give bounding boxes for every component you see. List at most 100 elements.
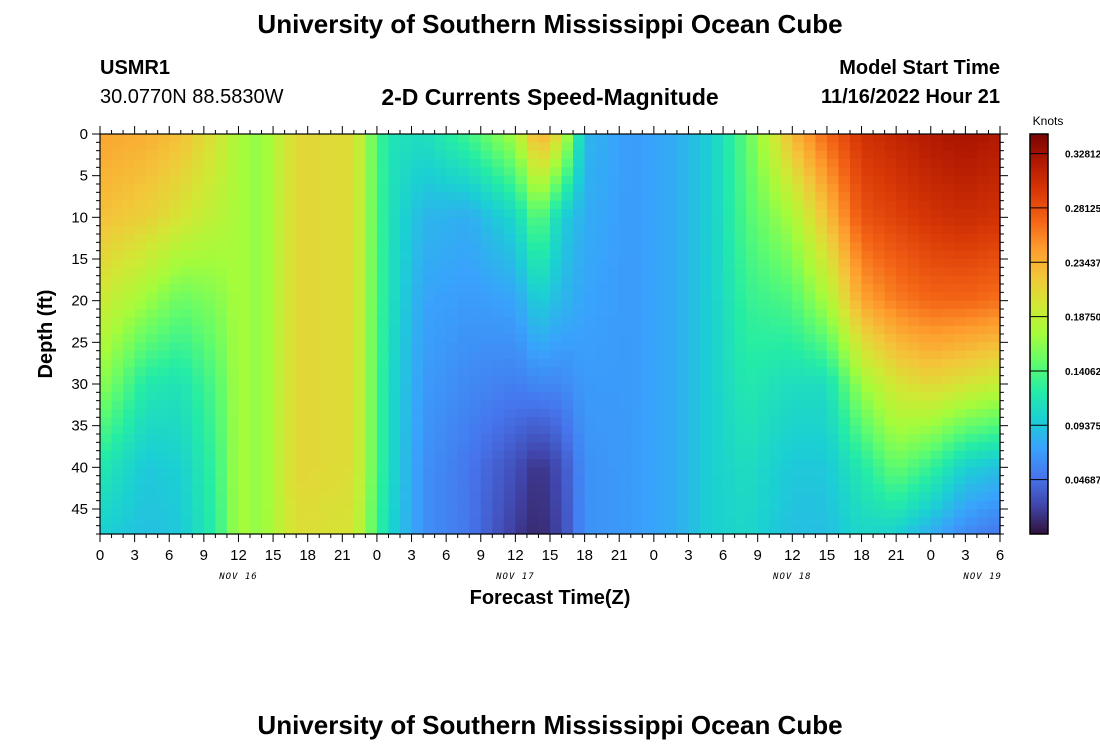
heatmap-cell [284, 367, 297, 377]
heatmap-cell [538, 459, 551, 468]
heatmap-cell [873, 209, 886, 218]
heatmap-cell [423, 450, 436, 460]
heatmap-cell [780, 334, 793, 343]
heatmap-cell [850, 284, 863, 293]
heatmap-cell [746, 417, 759, 427]
heatmap-cell [550, 242, 563, 252]
heatmap-cell [330, 259, 343, 268]
heatmap-cell [250, 192, 263, 202]
heatmap-cell [180, 400, 193, 410]
heatmap-cell [111, 159, 124, 168]
heatmap-cell [584, 167, 597, 177]
heatmap-cell [653, 192, 666, 202]
heatmap-cell [965, 492, 978, 502]
heatmap-cell [515, 467, 528, 477]
heatmap-cell [411, 175, 424, 185]
heatmap-cell [873, 517, 886, 527]
heatmap-cell [157, 500, 170, 510]
heatmap-cell [584, 492, 597, 502]
heatmap-cell [953, 175, 966, 185]
heatmap-cell [619, 317, 632, 327]
heatmap-cell [573, 284, 586, 293]
heatmap-cell [400, 309, 413, 318]
heatmap-cell [815, 359, 828, 368]
heatmap-cell [180, 142, 193, 152]
heatmap-cell [250, 325, 263, 335]
heatmap-cell [826, 209, 840, 218]
heatmap-cell [273, 242, 286, 252]
heatmap-cell [642, 459, 655, 468]
heatmap-cell [642, 159, 655, 168]
heatmap-cell [942, 242, 955, 252]
heatmap-cell [711, 450, 724, 460]
heatmap-cell [734, 250, 747, 260]
heatmap-cell [503, 175, 516, 185]
heatmap-cell [400, 242, 413, 252]
heatmap-cell [319, 384, 332, 393]
heatmap-cell [815, 492, 828, 502]
heatmap-cell [746, 409, 759, 418]
heatmap-cell [226, 175, 240, 185]
heatmap-cell [423, 242, 436, 252]
heatmap-cell [607, 484, 620, 493]
heatmap-cell [596, 375, 609, 385]
heatmap-cell [469, 475, 482, 485]
heatmap-cell [688, 267, 701, 277]
heatmap-cell [976, 267, 990, 277]
heatmap-cell [596, 292, 609, 302]
heatmap-cell [250, 409, 263, 418]
heatmap-cell [584, 134, 597, 143]
heatmap-cell [169, 525, 182, 535]
heatmap-cell [388, 134, 401, 143]
heatmap-cell [746, 200, 759, 210]
heatmap-cell [226, 275, 240, 285]
heatmap-cell [319, 225, 332, 235]
heatmap-cell [561, 342, 574, 352]
heatmap-cell [296, 484, 309, 493]
heatmap-cell [215, 300, 228, 310]
heatmap-cell [803, 509, 816, 518]
heatmap-cell [723, 525, 736, 535]
heatmap-cell [353, 392, 366, 402]
heatmap-cell [400, 525, 413, 535]
heatmap-cell [192, 142, 205, 152]
heatmap-cell [388, 184, 401, 193]
heatmap-cell [342, 334, 355, 343]
x-tick-label: 15 [819, 547, 836, 564]
heatmap-cell [630, 442, 643, 452]
heatmap-cell [688, 167, 701, 177]
heatmap-cell [480, 525, 493, 535]
heatmap-cell [526, 359, 540, 368]
heatmap-cell [734, 409, 747, 418]
heatmap-cell [307, 500, 320, 510]
heatmap-cell [273, 192, 286, 202]
heatmap-cell [353, 250, 366, 260]
heatmap-cell [411, 275, 424, 285]
heatmap-cell [792, 275, 805, 285]
heatmap-cell [676, 175, 690, 185]
heatmap-cell [457, 234, 470, 243]
heatmap-cell [665, 392, 678, 402]
heatmap-cell [203, 392, 216, 402]
heatmap-cell [919, 392, 932, 402]
heatmap-cell [226, 442, 240, 452]
heatmap-cell [653, 484, 666, 493]
heatmap-cell [884, 509, 897, 518]
heatmap-cell [123, 384, 136, 393]
heatmap-cell [342, 459, 355, 468]
heatmap-cell [711, 334, 724, 343]
heatmap-cell [526, 200, 540, 210]
heatmap-cell [261, 250, 274, 260]
heatmap-cell [376, 517, 390, 527]
heatmap-cell [815, 142, 828, 152]
heatmap-cell [330, 300, 343, 310]
heatmap-cell [665, 509, 678, 518]
heatmap-cell [896, 267, 909, 277]
heatmap-cell [526, 300, 540, 310]
heatmap-cell [400, 334, 413, 343]
heatmap-cell [226, 200, 240, 210]
heatmap-cell [930, 234, 943, 243]
heatmap-cell [607, 359, 620, 368]
page-title-repeat: University of Southern Mississippi Ocean… [257, 710, 843, 740]
heatmap-cell [215, 442, 228, 452]
